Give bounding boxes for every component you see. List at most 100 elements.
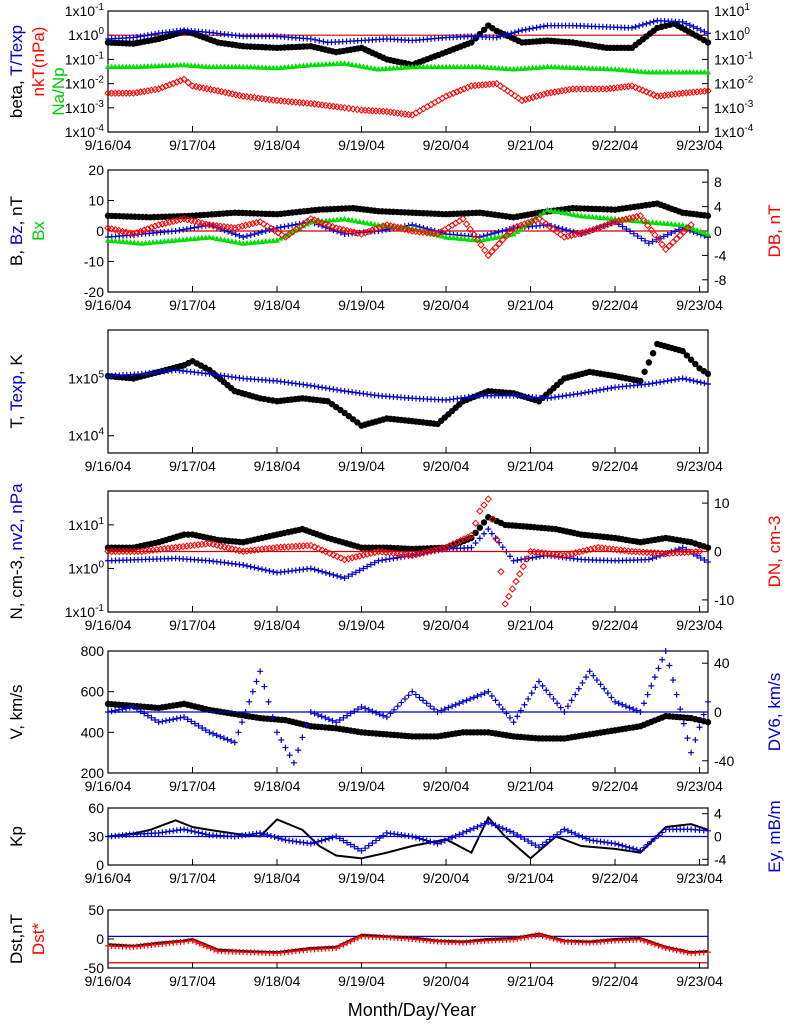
data-point — [379, 222, 387, 230]
data-point — [333, 552, 341, 561]
data-point — [427, 838, 434, 845]
data-point — [471, 519, 480, 527]
data-point — [510, 829, 517, 836]
data-point — [428, 63, 435, 70]
data-point — [690, 23, 697, 30]
data-point — [660, 69, 667, 75]
data-point — [564, 703, 571, 710]
data-point — [683, 224, 692, 233]
y-tick-label-right: 8 — [714, 174, 722, 190]
data-point — [491, 64, 498, 71]
data-point — [529, 554, 536, 561]
data-point — [596, 223, 605, 231]
data-point — [583, 674, 590, 681]
data-point — [502, 232, 511, 240]
data-point — [210, 234, 217, 241]
data-point — [438, 839, 445, 846]
data-point — [274, 729, 281, 736]
data-point — [217, 733, 224, 740]
data-point — [207, 945, 214, 952]
data-point — [181, 61, 188, 68]
data-point — [668, 377, 675, 384]
data-point — [240, 234, 247, 241]
data-point — [618, 216, 626, 224]
data-point — [424, 63, 431, 70]
data-point — [452, 701, 459, 708]
y-tick-label-right: 0 — [714, 544, 722, 560]
data-point — [639, 86, 647, 95]
data-point — [472, 540, 479, 547]
data-point — [345, 573, 352, 580]
series-1 — [105, 17, 711, 46]
data-point — [496, 701, 503, 708]
data-point — [152, 716, 159, 723]
x-tick-label: 9/18/04 — [254, 973, 301, 989]
data-point — [240, 561, 247, 568]
y-tick-label-left: 30 — [88, 829, 104, 845]
data-point — [484, 495, 492, 503]
data-point — [535, 931, 542, 938]
data-point — [217, 63, 224, 70]
data-point — [358, 703, 365, 710]
data-point — [325, 221, 333, 230]
data-point — [362, 705, 369, 712]
data-point — [514, 713, 521, 720]
data-point — [503, 826, 510, 833]
y-tick-label-left: -10 — [84, 254, 104, 270]
data-point — [687, 356, 695, 363]
data-point — [311, 566, 318, 573]
data-point — [260, 220, 268, 228]
data-point — [289, 222, 296, 229]
data-point — [644, 938, 651, 945]
data-point — [319, 568, 326, 575]
data-point — [367, 561, 374, 568]
data-point — [203, 943, 210, 950]
data-point — [507, 828, 514, 835]
data-point — [375, 557, 382, 564]
data-point — [692, 736, 699, 743]
x-tick-label: 9/22/04 — [592, 458, 639, 474]
data-point — [477, 241, 485, 249]
data-point — [633, 707, 640, 714]
data-point — [572, 85, 581, 93]
data-point — [431, 63, 438, 70]
data-point — [518, 96, 526, 105]
y-axis-label-left: B, Bz, nT — [7, 196, 26, 266]
data-point — [334, 572, 341, 579]
data-point — [514, 935, 521, 942]
data-point — [528, 933, 535, 940]
data-point — [551, 63, 558, 70]
data-point — [499, 65, 506, 71]
data-point — [701, 380, 708, 387]
data-point — [525, 838, 532, 845]
data-point — [307, 215, 315, 223]
data-point — [470, 825, 477, 832]
data-point — [373, 709, 380, 716]
y-tick-label-right: -40 — [714, 753, 734, 769]
data-point — [529, 25, 536, 32]
data-point — [668, 220, 675, 227]
data-point — [476, 507, 484, 515]
data-point — [503, 226, 510, 233]
data-point — [536, 91, 544, 100]
data-point — [265, 698, 272, 705]
data-point — [610, 84, 618, 92]
data-point — [213, 235, 220, 241]
data-point — [700, 87, 709, 95]
data-point — [228, 63, 235, 70]
x-tick-label: 9/23/04 — [676, 297, 723, 313]
data-point — [256, 218, 264, 226]
data-point — [620, 83, 629, 91]
data-point — [266, 64, 273, 71]
data-point — [166, 716, 173, 723]
data-point — [659, 943, 666, 950]
data-point — [188, 62, 195, 68]
data-point — [423, 837, 430, 844]
data-point — [559, 225, 566, 232]
y-tick-label-left: 1x10-3 — [65, 99, 105, 116]
x-tick-label: 9/16/04 — [85, 137, 132, 153]
data-point — [255, 565, 262, 572]
series-2 — [104, 75, 712, 119]
data-point — [206, 234, 213, 240]
data-point — [356, 62, 363, 69]
